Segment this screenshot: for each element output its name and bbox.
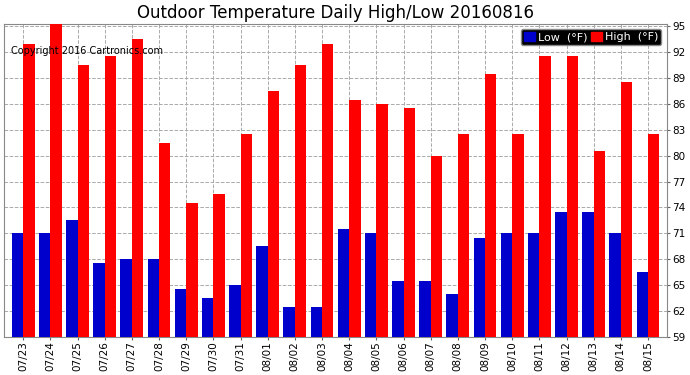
- Bar: [322, 44, 333, 375]
- Bar: [392, 281, 404, 375]
- Bar: [365, 233, 376, 375]
- Bar: [609, 233, 621, 375]
- Bar: [473, 238, 485, 375]
- Bar: [485, 74, 496, 375]
- Bar: [148, 259, 159, 375]
- Bar: [159, 143, 170, 375]
- Bar: [621, 82, 632, 375]
- Bar: [66, 220, 77, 375]
- Bar: [50, 22, 62, 375]
- Bar: [12, 233, 23, 375]
- Bar: [431, 156, 442, 375]
- Title: Outdoor Temperature Daily High/Low 20160816: Outdoor Temperature Daily High/Low 20160…: [137, 4, 534, 22]
- Bar: [555, 212, 566, 375]
- Bar: [213, 195, 225, 375]
- Bar: [39, 233, 50, 375]
- Bar: [338, 229, 349, 375]
- Bar: [93, 264, 105, 375]
- Bar: [540, 57, 551, 375]
- Bar: [512, 134, 524, 375]
- Bar: [582, 212, 593, 375]
- Bar: [404, 108, 415, 375]
- Bar: [121, 259, 132, 375]
- Bar: [295, 65, 306, 375]
- Bar: [648, 134, 660, 375]
- Bar: [229, 285, 241, 375]
- Bar: [284, 307, 295, 375]
- Bar: [186, 203, 197, 375]
- Bar: [105, 57, 116, 375]
- Bar: [202, 298, 213, 375]
- Bar: [256, 246, 268, 375]
- Text: Copyright 2016 Cartronics.com: Copyright 2016 Cartronics.com: [11, 46, 163, 56]
- Bar: [23, 44, 34, 375]
- Bar: [175, 290, 186, 375]
- Bar: [241, 134, 252, 375]
- Legend: Low  (°F), High  (°F): Low (°F), High (°F): [521, 29, 662, 45]
- Bar: [77, 65, 89, 375]
- Bar: [566, 57, 578, 375]
- Bar: [637, 272, 648, 375]
- Bar: [376, 104, 388, 375]
- Bar: [501, 233, 512, 375]
- Bar: [458, 134, 469, 375]
- Bar: [593, 152, 605, 375]
- Bar: [310, 307, 322, 375]
- Bar: [446, 294, 458, 375]
- Bar: [528, 233, 540, 375]
- Bar: [420, 281, 431, 375]
- Bar: [132, 39, 144, 375]
- Bar: [349, 100, 361, 375]
- Bar: [268, 91, 279, 375]
